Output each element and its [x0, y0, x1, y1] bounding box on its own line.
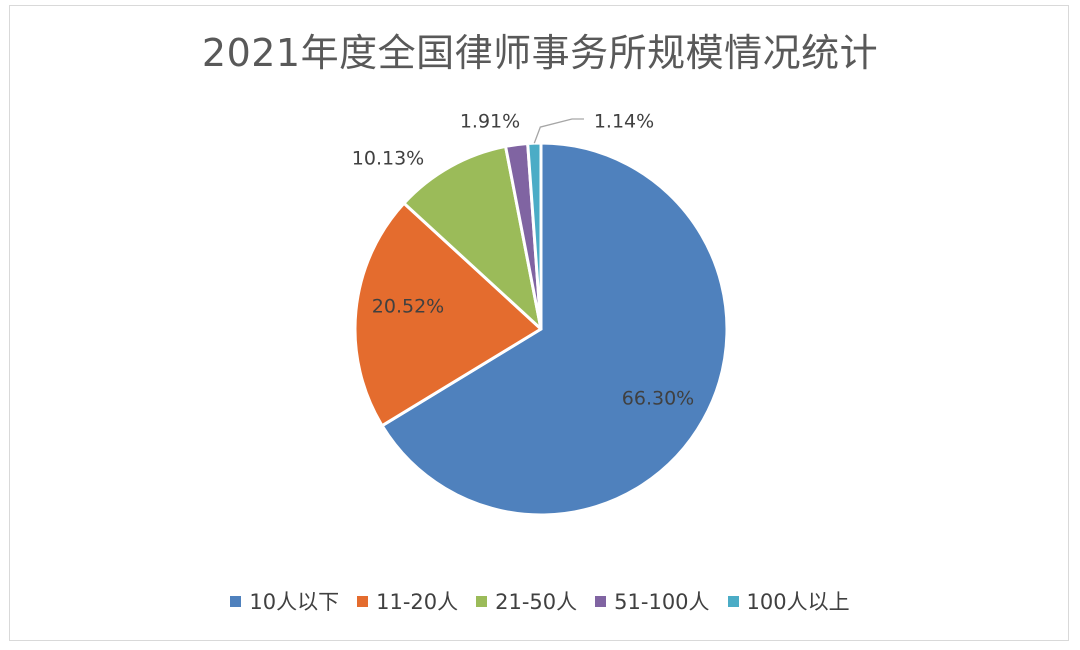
pie-slice-21-50: [402, 144, 543, 331]
data-label-21-50: 10.13%: [352, 148, 424, 170]
legend-item-11-20: 11-20人: [357, 586, 458, 616]
chart-title: 2021年度全国律师事务所规模情况统计: [201, 31, 879, 75]
data-label-over-100: 1.14%: [594, 111, 654, 133]
legend-label-11-20: 11-20人: [376, 590, 459, 614]
data-labels: 66.30% 20.52% 10.13% 1.91% 1.14%: [352, 111, 694, 410]
legend-swatch-11-20: [357, 595, 369, 607]
pie-slice-over-100: [526, 141, 543, 331]
legend-label-51-100: 51-100人: [614, 590, 710, 614]
data-label-11-20: 20.52%: [372, 296, 444, 318]
legend-label-over-100: 100人以上: [746, 590, 850, 614]
legend-item-over-100: 100人以上: [727, 586, 850, 616]
legend-swatch-10-or-fewer: [230, 595, 242, 607]
legend-label-21-50: 21-50人: [495, 590, 578, 614]
pie-slice-10-or-fewer: [380, 141, 729, 517]
legend-swatch-21-50: [476, 595, 488, 607]
legend-swatch-over-100: [727, 595, 739, 607]
legend-item-10-or-fewer: 10人以下: [230, 586, 339, 616]
data-label-10-or-fewer: 66.30%: [622, 388, 694, 410]
pie-slices: [353, 141, 729, 517]
legend-swatch-51-100: [595, 595, 607, 607]
legend-label-10-or-fewer: 10人以下: [249, 590, 340, 614]
leader-lines: [533, 118, 584, 144]
pie-slice-11-20: [353, 201, 543, 428]
legend-item-51-100: 51-100人: [595, 586, 710, 616]
data-label-51-100: 1.91%: [460, 111, 520, 133]
leader-line-over-100: [533, 118, 584, 144]
legend: 10人以下 11-20人 21-50人 51-100人 100人以上: [0, 586, 1080, 616]
legend-item-21-50: 21-50人: [476, 586, 577, 616]
